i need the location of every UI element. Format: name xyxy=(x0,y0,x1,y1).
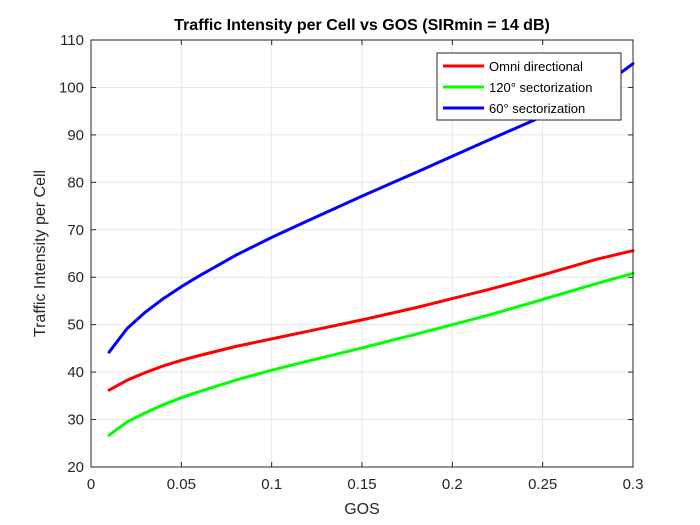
series-line-1 xyxy=(107,271,635,437)
y-axis-label: Traffic Intensity per Cell xyxy=(32,170,49,337)
x-tick-label: 0.05 xyxy=(167,476,196,493)
axis-ticks xyxy=(90,39,634,468)
legend-label: Omni directional xyxy=(489,59,583,74)
y-tick-label: 60 xyxy=(67,269,84,286)
y-tick-label: 90 xyxy=(67,127,84,144)
x-tick-label: 0.15 xyxy=(347,476,376,493)
y-tick-label: 70 xyxy=(67,222,84,239)
x-tick-label: 0.2 xyxy=(442,476,463,493)
x-tick-labels: 0 0.05 0.1 0.15 0.2 0.25 0.3 xyxy=(87,476,644,493)
legend-label: 120° sectorization xyxy=(489,80,592,95)
legend: Omni directional 120° sectorization 60° se… xyxy=(436,52,622,121)
legend-label: 60° sectorization xyxy=(489,101,585,116)
x-axis-label: GOS xyxy=(344,501,380,518)
y-tick-label: 80 xyxy=(67,174,84,191)
x-tick-label: 0 xyxy=(87,476,95,493)
y-tick-label: 30 xyxy=(67,412,84,429)
series-line-0 xyxy=(107,249,635,392)
y-tick-label: 50 xyxy=(67,317,84,334)
x-tick-label: 0.1 xyxy=(261,476,282,493)
x-tick-label: 0.25 xyxy=(528,476,557,493)
chart-title: Traffic Intensity per Cell vs GOS (SIRmi… xyxy=(174,17,550,34)
series-lines xyxy=(107,62,635,437)
series-line-2 xyxy=(107,62,635,354)
y-tick-label: 110 xyxy=(60,32,84,49)
x-tick-label: 0.3 xyxy=(623,476,644,493)
y-tick-label: 40 xyxy=(67,364,84,381)
y-tick-labels: 20 30 40 50 60 70 80 90 100 110 xyxy=(59,32,84,476)
y-tick-label: 20 xyxy=(67,459,84,476)
y-tick-label: 100 xyxy=(59,79,84,96)
